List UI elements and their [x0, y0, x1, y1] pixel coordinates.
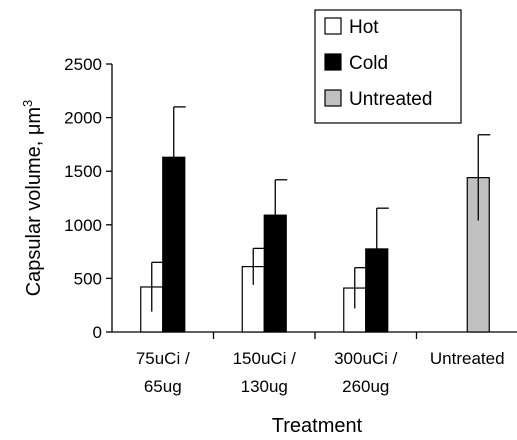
y-tick-label: 1000: [64, 216, 102, 235]
legend-label-untreated: Untreated: [349, 89, 432, 110]
x-tick-label-line2: 65ug: [144, 377, 182, 396]
y-tick-label: 2000: [64, 109, 102, 128]
x-tick-label-line2: 130ug: [241, 377, 288, 396]
x-tick-label: 75uCi /: [136, 349, 190, 368]
legend: Hot Cold Untreated: [314, 9, 462, 124]
y-axis-title: Capsular volume, μm3: [20, 100, 45, 297]
y-axis-title-superscript: 3: [20, 100, 35, 107]
y-axis-title-main: Capsular volume, μm: [23, 107, 45, 296]
x-axis-title: Treatment: [272, 415, 363, 437]
y-tick-label: 2500: [64, 55, 102, 74]
y-tick-label: 1500: [64, 162, 102, 181]
legend-swatch-hot: [324, 17, 342, 35]
legend-swatch-untreated: [324, 89, 342, 107]
x-tick-label-line2: 260ug: [342, 377, 389, 396]
y-tick-label: 500: [74, 269, 102, 288]
plot-area: 0 500 1000 1500 2000 2500 75uCi / 65ug 150uCi / 1…: [64, 55, 517, 396]
legend-label-hot: Hot: [349, 17, 379, 38]
legend-label-cold: Cold: [349, 53, 388, 74]
y-tick-label: 0: [93, 323, 102, 342]
x-tick-label: 150uCi /: [233, 349, 297, 368]
x-tick-label: Untreated: [430, 349, 505, 368]
legend-swatch-cold: [324, 53, 342, 71]
x-tick-label: 300uCi /: [334, 349, 398, 368]
